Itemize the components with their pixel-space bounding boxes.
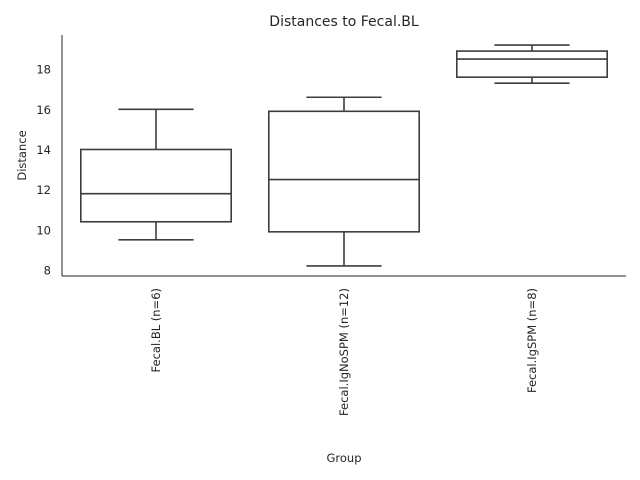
y-tick-label: 14 (36, 143, 51, 157)
x-axis-label: Group (326, 451, 361, 465)
box-iqr (267, 110, 420, 233)
y-tick-label: 12 (36, 183, 51, 197)
plot-area (80, 44, 608, 267)
box-iqr (80, 148, 232, 223)
y-tick-label: 16 (36, 103, 51, 117)
y-axis-label: Distance (15, 130, 29, 180)
x-tick-label: Fecal.IgNoSPM (n=12) (337, 288, 351, 416)
x-tick-label: Fecal.BL (n=6) (149, 288, 163, 372)
y-tick-label: 18 (36, 63, 51, 77)
y-tick-label: 8 (44, 263, 51, 277)
chart-title: Distances to Fecal.BL (269, 14, 419, 30)
y-tick-label: 10 (36, 223, 51, 237)
box-iqr (455, 50, 608, 78)
x-tick-label: Fecal.IgSPM (n=8) (525, 288, 539, 393)
